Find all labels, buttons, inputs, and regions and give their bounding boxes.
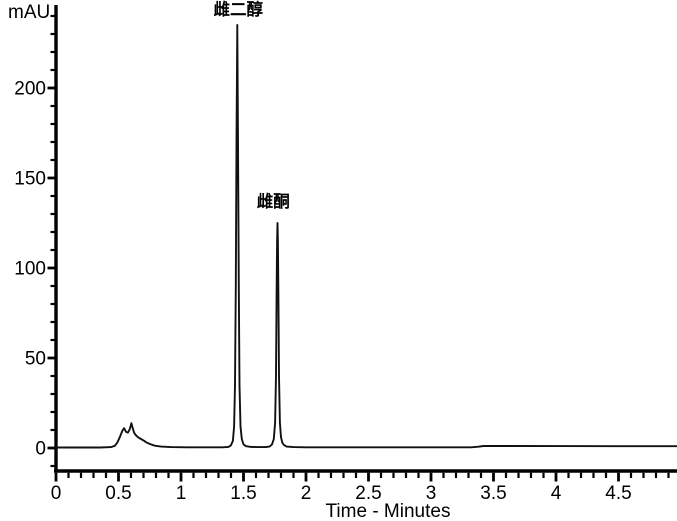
- chromatogram-trace: [55, 24, 677, 449]
- y-tick-label: 100: [14, 259, 46, 280]
- x-tick-label: 3.5: [480, 483, 506, 504]
- x-tick-label: 3: [426, 483, 437, 504]
- x-tick-label: 4.5: [605, 483, 631, 504]
- x-tick-label: 1: [176, 483, 187, 504]
- peak-label-estrone: 雌酮: [257, 191, 290, 211]
- x-tick-label: 4: [551, 483, 562, 504]
- x-axis-title: Time - Minutes: [326, 501, 451, 521]
- peak-label-estradiol: 雌二醇: [214, 0, 264, 19]
- x-tick-label: 2: [301, 483, 312, 504]
- x-tick-label: 1.5: [230, 483, 256, 504]
- y-tick-label: 150: [14, 169, 46, 190]
- y-tick-label: 0: [35, 439, 46, 460]
- x-tick-label: 2.5: [355, 483, 381, 504]
- x-tick-label: 0.5: [105, 483, 131, 504]
- y-tick-label: 50: [25, 349, 46, 370]
- y-tick-label: 200: [14, 79, 46, 100]
- y-axis-title: mAU: [8, 2, 50, 23]
- axes: 0 50 100 150 200 0 0.5 1 1.5 2 2.5 3 3.5 4 4.5: [14, 5, 677, 504]
- x-tick-label: 0: [51, 483, 62, 504]
